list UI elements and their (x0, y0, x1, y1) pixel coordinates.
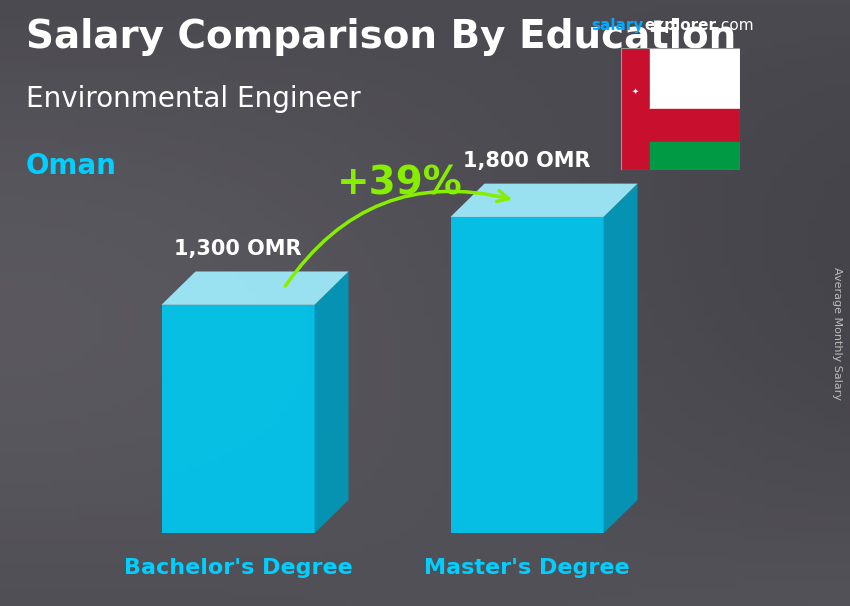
Polygon shape (314, 271, 348, 533)
Text: +39%: +39% (337, 165, 462, 202)
Bar (650, 48, 740, 109)
Text: .com: .com (717, 18, 754, 33)
Text: 1,800 OMR: 1,800 OMR (463, 152, 591, 171)
Text: 1,300 OMR: 1,300 OMR (174, 239, 302, 259)
Polygon shape (162, 271, 348, 305)
Polygon shape (450, 184, 638, 217)
Text: explorer: explorer (644, 18, 717, 33)
Text: Oman: Oman (26, 152, 116, 179)
Text: Environmental Engineer: Environmental Engineer (26, 85, 360, 113)
Bar (620, 48, 650, 170)
Bar (650, 109, 740, 142)
Text: ✦: ✦ (632, 87, 639, 95)
Text: Average Monthly Salary: Average Monthly Salary (832, 267, 842, 400)
Polygon shape (450, 217, 604, 533)
Polygon shape (162, 305, 314, 533)
Polygon shape (604, 184, 638, 533)
Bar (650, 142, 740, 170)
Text: Salary Comparison By Education: Salary Comparison By Education (26, 18, 736, 56)
Text: salary: salary (591, 18, 643, 33)
Text: Bachelor's Degree: Bachelor's Degree (123, 558, 353, 578)
Text: Master's Degree: Master's Degree (424, 558, 630, 578)
